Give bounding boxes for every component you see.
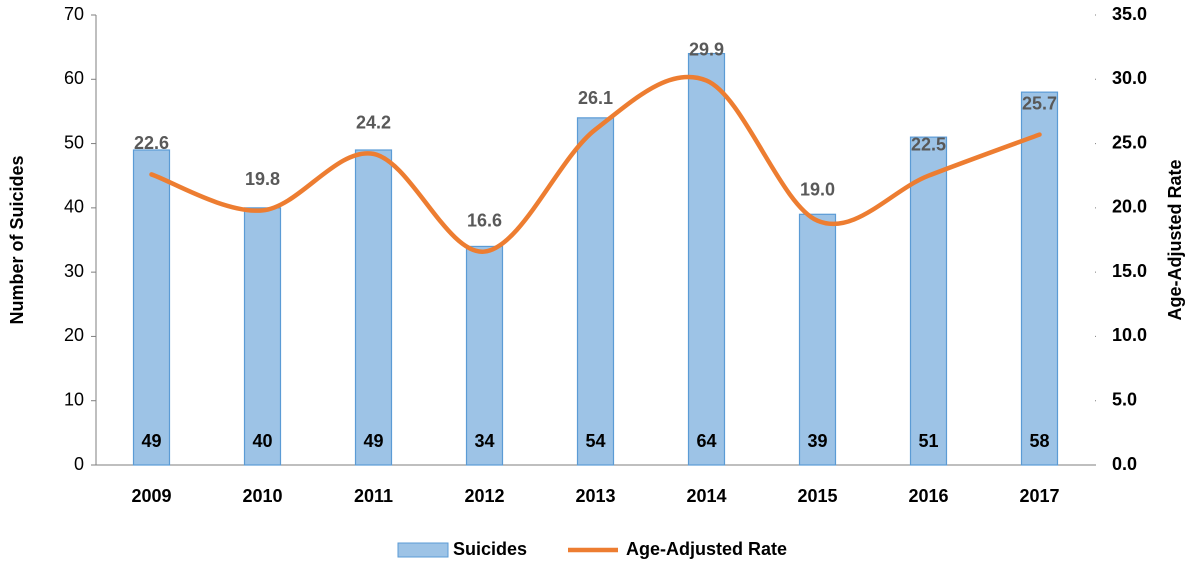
y2-tick-label: 30.0 xyxy=(1112,68,1147,88)
legend-swatch xyxy=(397,542,449,558)
bar xyxy=(909,136,948,466)
y-tick-label: 70 xyxy=(64,4,84,24)
bar xyxy=(354,149,393,466)
y2-tick-label: 15.0 xyxy=(1112,261,1147,281)
bar-value-label: 54 xyxy=(585,431,605,451)
bar xyxy=(465,245,504,466)
line-value-label: 22.6 xyxy=(134,133,169,153)
y2-tick-label: 5.0 xyxy=(1112,389,1137,409)
bar-value-label: 49 xyxy=(141,431,161,451)
x-tick-label: 2013 xyxy=(575,486,615,506)
bar-value-label: 49 xyxy=(363,431,383,451)
line-value-label: 24.2 xyxy=(356,113,391,133)
x-tick-label: 2016 xyxy=(908,486,948,506)
bar xyxy=(687,52,726,466)
x-tick-label: 2012 xyxy=(464,486,504,506)
bar-value-label: 64 xyxy=(696,431,716,451)
x-tick-label: 2009 xyxy=(131,486,171,506)
x-tick-label: 2011 xyxy=(354,486,393,506)
bar xyxy=(1020,91,1059,466)
bar xyxy=(132,149,171,466)
y-tick-label: 50 xyxy=(64,132,84,152)
line-value-label: 19.8 xyxy=(245,169,280,189)
bar xyxy=(243,207,282,466)
x-tick-label: 2015 xyxy=(797,486,837,506)
y2-tick-label: 35.0 xyxy=(1112,4,1147,24)
x-tick-label: 2014 xyxy=(686,486,726,506)
line xyxy=(149,74,1042,254)
legend-label: Suicides xyxy=(453,539,527,559)
y2-tick-label: 0.0 xyxy=(1112,454,1137,474)
bar-value-label: 40 xyxy=(252,431,272,451)
bar xyxy=(576,117,615,466)
y2-axis-label: Age-Adjusted Rate xyxy=(1165,159,1185,320)
bar xyxy=(798,213,837,466)
y-tick-label: 10 xyxy=(64,389,84,409)
y-tick-label: 40 xyxy=(64,197,84,217)
y-tick-label: 60 xyxy=(64,68,84,88)
y2-tick-label: 20.0 xyxy=(1112,197,1147,217)
y-tick-label: 30 xyxy=(64,261,84,281)
y2-tick-label: 10.0 xyxy=(1112,325,1147,345)
legend-label: Age-Adjusted Rate xyxy=(626,539,787,559)
x-tick-label: 2010 xyxy=(242,486,282,506)
y-tick-label: 0 xyxy=(74,454,84,474)
y-tick-label: 20 xyxy=(64,325,84,345)
x-tick-label: 2017 xyxy=(1019,486,1059,506)
line-value-label: 19.0 xyxy=(800,179,835,199)
bar-value-label: 34 xyxy=(474,431,494,451)
y-axis-label: Number of Suicides xyxy=(7,155,27,324)
line-value-label: 16.6 xyxy=(467,210,502,230)
line-value-label: 25.7 xyxy=(1022,93,1057,113)
line-value-label: 29.9 xyxy=(689,39,724,59)
bar-value-label: 51 xyxy=(918,431,938,451)
y2-tick-label: 25.0 xyxy=(1112,132,1147,152)
bar-value-label: 58 xyxy=(1029,431,1049,451)
line-value-label: 22.5 xyxy=(911,134,946,154)
bar-value-label: 39 xyxy=(807,431,827,451)
line-value-label: 26.1 xyxy=(578,88,613,108)
